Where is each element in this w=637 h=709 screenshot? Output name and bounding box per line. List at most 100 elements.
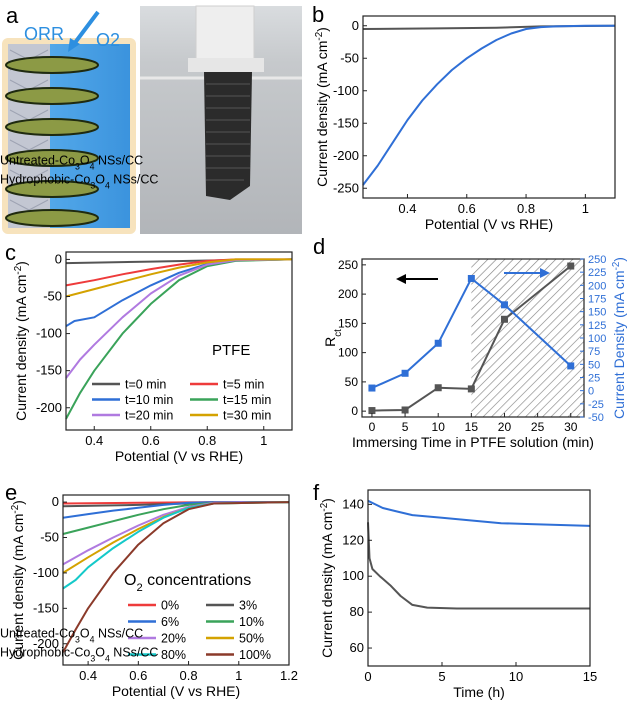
- y-tick-label-f-1: 80: [350, 604, 364, 619]
- y-axis-label-c: Current density (mA cm-2): [13, 261, 30, 421]
- x-tick-label-f-1: 5: [438, 669, 445, 684]
- data-marker-d-0-1: [401, 406, 409, 414]
- data-marker-d-0-0: [368, 407, 376, 415]
- o2-arrowhead: [68, 38, 80, 52]
- panel-letter-b: b: [312, 2, 324, 27]
- panel-letter-a: a: [6, 3, 19, 28]
- y-tick-label-e-4: -200: [33, 636, 59, 651]
- legend-label-c-3: t=15 min: [223, 393, 271, 407]
- orr-label: ORR: [24, 24, 64, 44]
- x-tick-label-f-3: 15: [583, 669, 597, 684]
- legend-label-e-2: 6%: [161, 615, 179, 629]
- x-tick-label-c-2: 0.8: [198, 433, 216, 448]
- y-axis-label-e: Current density (mA cm-2): [10, 500, 27, 660]
- chart-e: 0.4 0.6 0.8 1 1.2 0 -50 -100 -150 -200 Potential (…: [10, 494, 299, 699]
- panel-letter-e: e: [5, 480, 17, 505]
- y-right-tick-label-d-6: 100: [588, 333, 606, 345]
- y-tick-label-c-3: -150: [36, 363, 62, 378]
- y-right-tick-label-d-4: 50: [588, 359, 600, 371]
- ptfe-annotation: PTFE: [212, 342, 250, 359]
- y-left-tick-label-d-4: 200: [338, 287, 358, 301]
- y-tick-label-f-2: 100: [342, 568, 364, 583]
- data-marker-d-1-0: [368, 384, 376, 392]
- legend-label-c-4: t=20 min: [125, 409, 173, 423]
- legend-label-e-0: 0%: [161, 599, 179, 613]
- series-line-d-1: [371, 276, 572, 389]
- x-tick-label-b-1: 0.6: [458, 201, 476, 216]
- legend-label-e-6: 80%: [161, 648, 186, 662]
- x-tick-label-b-3: 1: [582, 201, 589, 216]
- chart-c: 0.4 0.6 0.8 1 0 -50 -100 -150 -200 Potential (V v…: [13, 251, 293, 464]
- cloth-texture: [206, 83, 250, 181]
- series-line-f-0: [367, 522, 590, 610]
- plot-frame-f: [367, 489, 591, 667]
- carbon-cloth-sample: [204, 72, 252, 200]
- y-right-tick-label-d-7: 125: [588, 320, 606, 332]
- plot-frame-c: [65, 251, 293, 431]
- x-tick-label-d-0: 0: [369, 420, 376, 434]
- y-tick-label-b-3: -150: [333, 115, 359, 130]
- y-right-tick-label-d-11: 225: [588, 267, 606, 279]
- series-line-e-7: [62, 501, 290, 653]
- y-axis-label-b: Current density (mA cm-2): [314, 27, 331, 187]
- data-marker-d-1-4: [500, 301, 508, 309]
- data-marker-d-1-3: [467, 274, 475, 282]
- data-marker-d-1-2: [434, 339, 442, 347]
- x-tick-label-e-2: 0.8: [180, 668, 198, 683]
- x-axis-label-c: Potential (V vs RHE): [115, 448, 243, 464]
- y-tick-label-e-3: -150: [33, 600, 59, 615]
- x-axis-label-f: Time (h): [453, 684, 505, 700]
- legend-label-e-3: 10%: [239, 615, 264, 629]
- series-line-c-2: [65, 258, 293, 328]
- x-axis-label-b: Potential (V vs RHE): [425, 216, 553, 232]
- x-tick-label-e-0: 0.4: [79, 668, 97, 683]
- y-right-tick-label-d-12: 250: [588, 254, 606, 266]
- holder-base: [188, 58, 264, 72]
- y-tick-label-f-4: 140: [342, 496, 364, 511]
- legend-label-b-1: Hydrophobic-Co3O4 NSs/CC: [0, 173, 158, 191]
- y-left-axis-label-d: Rct: [322, 329, 344, 347]
- y-left-tick-label-d-1: 50: [345, 375, 359, 389]
- y-tick-label-b-4: -200: [333, 148, 359, 163]
- y-right-tick-label-d-2: 0: [588, 386, 594, 398]
- panel-letter-d: d: [313, 234, 325, 259]
- y-tick-label-f-3: 120: [342, 532, 364, 547]
- y-right-tick-label-d-3: 25: [588, 373, 600, 385]
- y-tick-label-f-0: 60: [350, 640, 364, 655]
- x-tick-label-c-3: 1: [260, 433, 267, 448]
- y-tick-label-b-0: 0: [352, 18, 359, 33]
- y-left-tick-label-d-2: 100: [338, 346, 358, 360]
- electrode-holder: [195, 5, 255, 65]
- o2-label: O2: [96, 30, 120, 50]
- panel-letter-c: c: [5, 240, 16, 265]
- x-tick-label-d-2: 10: [432, 420, 446, 434]
- chart-b: 0.4 0.6 0.8 1 0 -50 -100 -150 -200 -250 Potential …: [0, 15, 616, 232]
- x-tick-label-d-4: 20: [498, 420, 512, 434]
- data-marker-d-1-1: [401, 369, 409, 377]
- x-tick-label-b-2: 0.8: [517, 201, 535, 216]
- chart-d: 0 5 10 15 20 25 30050100150200250-50-250255075…: [322, 254, 627, 450]
- x-tick-label-e-4: 1.2: [280, 668, 298, 683]
- x-tick-label-c-0: 0.4: [85, 433, 103, 448]
- series-line-c-5: [65, 258, 292, 298]
- data-marker-d-0-2: [434, 384, 442, 392]
- nanosheet-leaves: [5, 56, 99, 227]
- series-line-b-1: [362, 24, 615, 186]
- x-tick-label-f-0: 0: [364, 669, 371, 684]
- y-right-axis-label-d: Current Density (mA cm-2): [611, 257, 628, 419]
- data-marker-d-0-3: [467, 385, 475, 393]
- legend-label-e-7: 100%: [239, 648, 271, 662]
- data-marker-d-1-5: [567, 362, 575, 370]
- legend-label-b-0: Untreated-Co3O4 NSs/CC: [0, 154, 143, 172]
- x-tick-label-d-3: 15: [465, 420, 479, 434]
- x-axis-label-e: Potential (V vs RHE): [112, 683, 240, 699]
- legend-label-c-5: t=30 min: [223, 409, 271, 423]
- y-tick-label-c-0: 0: [55, 251, 62, 266]
- series-line-d-0: [371, 265, 572, 412]
- x-tick-label-b-0: 0.4: [398, 201, 416, 216]
- left-axis-arrowhead: [396, 274, 406, 284]
- x-tick-label-e-3: 1: [235, 668, 242, 683]
- y-right-tick-label-d-0: -50: [588, 412, 604, 424]
- y-right-tick-label-d-8: 150: [588, 307, 606, 319]
